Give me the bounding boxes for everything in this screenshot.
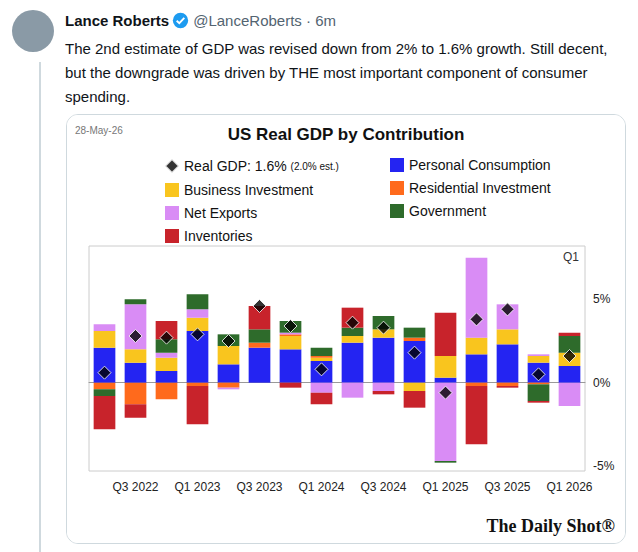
svg-text:Q3 2022: Q3 2022 bbox=[112, 480, 158, 494]
svg-text:28-May-26: 28-May-26 bbox=[75, 125, 123, 136]
html-text:@LanceRoberts · 6m: @LanceRoberts · 6m bbox=[193, 12, 336, 29]
svg-text:Q1 2025: Q1 2025 bbox=[422, 480, 468, 494]
svg-text:Q1 2024: Q1 2024 bbox=[298, 480, 344, 494]
svg-text:Real GDP: 1.6%: Real GDP: 1.6% bbox=[184, 158, 287, 174]
html-text:Lance Roberts: Lance Roberts bbox=[65, 12, 170, 29]
svg-text:Residential Investment: Residential Investment bbox=[409, 180, 551, 196]
svg-text:5%: 5% bbox=[593, 292, 611, 306]
svg-text:Government: Government bbox=[409, 203, 486, 219]
svg-text:The Daily Shot®: The Daily Shot® bbox=[487, 516, 615, 536]
svg-text:0%: 0% bbox=[593, 376, 611, 390]
html-text:The 2nd estimate of GDP was re: The 2nd estimate of GDP was revised down… bbox=[65, 40, 608, 105]
svg-text:Q1: Q1 bbox=[563, 250, 579, 264]
svg-text:Q3 2024: Q3 2024 bbox=[360, 480, 406, 494]
svg-text:Net Exports: Net Exports bbox=[184, 205, 257, 221]
svg-text:US Real GDP by Contribution: US Real GDP by Contribution bbox=[228, 125, 465, 144]
svg-text:Q3 2023: Q3 2023 bbox=[236, 480, 282, 494]
svg-text:Personal Consumption: Personal Consumption bbox=[409, 157, 551, 173]
svg-text:-5%: -5% bbox=[593, 459, 615, 473]
svg-text:Business Investment: Business Investment bbox=[184, 182, 313, 198]
svg-text:Inventories: Inventories bbox=[184, 228, 252, 244]
svg-text:Q3 2025: Q3 2025 bbox=[484, 480, 530, 494]
svg-text:Q1 2026: Q1 2026 bbox=[546, 480, 592, 494]
svg-text:(2.0% est.): (2.0% est.) bbox=[291, 161, 339, 172]
svg-text:Q1 2023: Q1 2023 bbox=[174, 480, 220, 494]
